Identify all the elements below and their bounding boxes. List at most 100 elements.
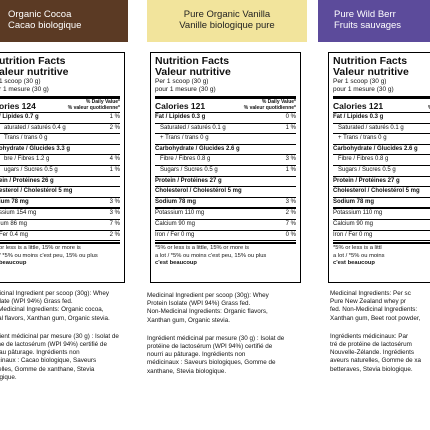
nutrient: Potassium 110 mg bbox=[155, 210, 205, 217]
facts-title: utrition Facts bbox=[0, 55, 66, 67]
ingredient-line: aveurs naturelles, Gomme de xa bbox=[330, 357, 421, 365]
nutrient: ium 78 mg bbox=[0, 198, 29, 205]
ingredient-line: dient médicinal par mesure (30 g) : Isol… bbox=[0, 332, 119, 340]
nutrient: Saturated / saturés 0.1 g bbox=[338, 124, 404, 131]
nutrient-row: Saturated / saturés 0.1 g bbox=[333, 124, 430, 135]
calories: Calories 121 bbox=[333, 101, 384, 111]
nutrient-row: bre / Fibres 1.2 g 4 % bbox=[0, 155, 120, 166]
nutrient-row: Carbohydrate / Glucides 2.6 g bbox=[155, 145, 296, 156]
nutrient-row: Protein / Protéines 27 g bbox=[333, 177, 430, 188]
daily-value-header: % Daily Value*% valeur quotidienne* bbox=[68, 99, 120, 111]
nutrient-row: + Trans / trans 0 g bbox=[333, 134, 430, 145]
ingredient-paragraph: dicinal Ingredient per scoop (30g): Whey… bbox=[0, 290, 119, 323]
nutrient: Trans / trans 0 g bbox=[4, 135, 48, 142]
daily-value-header: % Daily Value*% valeur quotidienne* bbox=[243, 99, 296, 111]
ingredient-paragraph: Medicinal Ingredients: Per sc Pure New Ze… bbox=[330, 290, 421, 323]
nutrient: Calcium 90 mg bbox=[333, 220, 374, 227]
nutrition-facts: Nutrition Facts Valeur nutritive Per 1 sco… bbox=[150, 52, 301, 283]
panel-header: Pure Organic Vanilla Vanille biologique p… bbox=[147, 0, 307, 42]
ingredient-line: Xanthan gum, Beet root powder, bbox=[330, 314, 421, 322]
ingredient-line: i au pâturage. Ingrédients non bbox=[0, 349, 80, 357]
ingredient-line: ogique. bbox=[0, 373, 17, 381]
panel-header: Organic Cocoa Cacao biologique bbox=[0, 0, 128, 42]
nutrient: Fat / Lipides 0.3 g bbox=[155, 114, 206, 120]
ingredient-line: ral flavors, Xanthan gum, Organic stevia… bbox=[0, 314, 110, 322]
nutrient: Calcium 90 mg bbox=[155, 220, 196, 227]
ingredient-line: -Medicinal Ingredients: Organic cocoa, bbox=[0, 306, 104, 314]
ingredient-line: fed. Non-Medicinal Ingredients: bbox=[330, 306, 418, 314]
nutrient-row: Iron / Fer 0 mg bbox=[333, 231, 430, 242]
nutrient: Potassium 110 mg bbox=[333, 210, 383, 217]
nutrient-row: Fat / Lipides 0.3 g 0 % bbox=[155, 113, 296, 124]
ingredient-line: Ingrédient médicinal par mesure (30 g) :… bbox=[147, 334, 285, 342]
nutrient: esterol / Cholestérol 5 mg bbox=[0, 188, 73, 195]
ingredient-line: Medicinal Ingredient per scoop (30g): Wh… bbox=[147, 292, 269, 299]
ingredient-line: relles, Gomme de xanthane, Stevia bbox=[0, 365, 95, 373]
footnote: *5% or less is a littl a lot / *5% ou moi… bbox=[333, 242, 430, 268]
serving-size: Per 1 scoop (30 g) bbox=[155, 78, 209, 85]
nutrient-row: Fibre / Fibres 0.8 g 3 % bbox=[155, 155, 296, 166]
footnote: or less is a little, 15% or more is / *5%… bbox=[0, 242, 120, 268]
ingredients: Medicinal Ingredient per scoop (30g): Wh… bbox=[147, 292, 284, 386]
nutrient: Carbohydrate / Glucides 2.6 g bbox=[155, 145, 240, 152]
ingredient-line: Xanthan gum, Organic stevia. bbox=[147, 316, 230, 324]
footnote-line: beaucoup bbox=[0, 260, 27, 267]
nutrient: Sugars / Sucres 0.5 g bbox=[338, 166, 396, 173]
daily-value-header: % Dai% valeur q bbox=[428, 100, 430, 111]
footnote: *5% or less is a little, 15% or more is a… bbox=[155, 242, 296, 268]
rule bbox=[155, 96, 296, 99]
ingredient-line: betteraves, Stevia biologique. bbox=[330, 365, 413, 373]
nutrient-row: Protein / Protéines 27 g bbox=[155, 177, 296, 188]
nutrient-row: Cholesterol / Cholestérol 5 mg bbox=[155, 187, 296, 198]
nutrient-row: + Trans / trans 0 g bbox=[155, 134, 296, 145]
facts-title: aleur nutritive bbox=[0, 66, 69, 78]
header-line: Organic Cocoa bbox=[8, 9, 72, 20]
dv-line: % valeur q bbox=[428, 105, 430, 112]
ingredient-line: ine de lactosérum (WPI 94%) certifié de bbox=[0, 341, 107, 349]
nutrition-facts: utrition Facts aleur nutritive 1 scoop (30… bbox=[0, 52, 125, 283]
nutrient: Saturated / saturés 0.1 g bbox=[160, 124, 226, 131]
header-line: Pure Organic Vanilla bbox=[183, 9, 271, 20]
nutrient-row: ssium 154 mg 3 % bbox=[0, 209, 120, 220]
nutrient-row: Fibre / Fibres 0.8 g bbox=[333, 155, 430, 166]
nutrient-row: Sugars / Sucres 0.5 g bbox=[333, 166, 430, 177]
footnote-line: a lot / *5% ou moins c'est peu, 15% ou p… bbox=[155, 252, 267, 259]
daily-value: 2 % bbox=[109, 124, 120, 131]
daily-value: 2 % bbox=[109, 231, 120, 238]
ingredients: dicinal Ingredient per scoop (30g): Whey… bbox=[0, 290, 119, 392]
ingredients: Medicinal Ingredients: Per sc Pure New Ze… bbox=[330, 290, 421, 384]
daily-value: 3 % bbox=[109, 210, 120, 217]
calories-row: ories 124 % Daily Value*% valeur quotidie… bbox=[0, 99, 120, 113]
header-line: Fruits sauvages bbox=[334, 20, 402, 31]
nutrient: ssium 154 mg bbox=[0, 210, 37, 217]
calories: Calories 121 bbox=[155, 101, 206, 111]
footnote-line: / *5% ou moins c'est peu, 15% ou plus bbox=[0, 252, 98, 259]
nutrient: + Trans / trans 0 g bbox=[160, 135, 209, 142]
daily-value: 1 % bbox=[285, 166, 296, 173]
nutrient: ohydrate / Glucides 3.3 g bbox=[0, 145, 71, 152]
nutrient: Carbohydrate / Glucides 2.6 g bbox=[333, 145, 418, 152]
nutrient-row: / Lipides 0.7 g 1 % bbox=[0, 113, 120, 124]
nutrient: Cholesterol / Cholestérol 5 mg bbox=[155, 188, 242, 195]
dv-line: % valeur quotidienne* bbox=[243, 104, 296, 111]
ingredient-line: dicinal Ingredient per scoop (30g): Whey bbox=[0, 290, 110, 297]
daily-value: 2 % bbox=[285, 210, 296, 217]
nutrient: / Lipides 0.7 g bbox=[0, 114, 39, 120]
ingredient-line: tré de protéine de lactosérum bbox=[330, 341, 412, 349]
ingredient-line: olate (WPI 94%) Grass fed. bbox=[0, 298, 73, 306]
nutrient: ein / Protéines 26 g bbox=[0, 177, 54, 184]
header-line: Vanille biologique pure bbox=[179, 20, 275, 31]
ingredient-line: Ingrédients médicinaux: Par bbox=[330, 332, 409, 340]
nutrient: Fat / Lipides 0.3 g bbox=[333, 114, 384, 120]
serving-size: 1 scoop (30 g) bbox=[0, 78, 41, 85]
nutrient-row: Iron / Fer 0 mg 0 % bbox=[155, 231, 296, 242]
footnote-line: c'est beaucoup bbox=[333, 260, 375, 267]
facts-title: Valeur nutritive bbox=[333, 66, 409, 78]
rule bbox=[0, 96, 120, 99]
dv-line: % Daily Value* bbox=[261, 99, 296, 105]
nutrient: Fibre / Fibres 0.8 g bbox=[160, 156, 211, 163]
nutrient: Sugars / Sucres 0.5 g bbox=[160, 166, 218, 173]
facts-title: Nutrition Facts bbox=[333, 55, 408, 67]
ingredient-line: xanthane, Stevia biologique. bbox=[147, 367, 227, 375]
